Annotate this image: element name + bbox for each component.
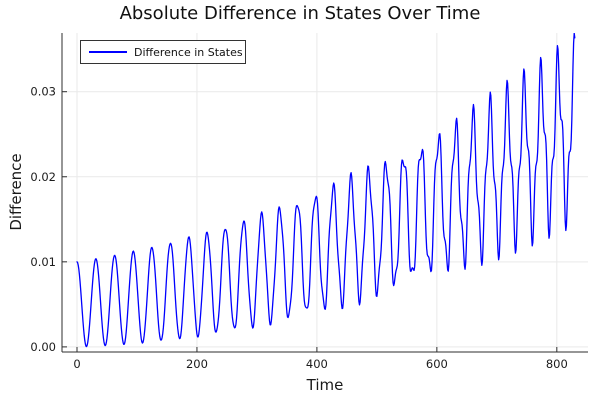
y-tick-label: 0.02 [30, 170, 56, 184]
legend-line-sample [89, 51, 127, 53]
chart-title: Absolute Difference in States Over Time [119, 3, 481, 24]
x-tick-label: 0 [73, 357, 80, 371]
gridlines [62, 33, 588, 352]
legend-label: Difference in States [134, 45, 243, 59]
y-tick-label: 0.01 [30, 255, 56, 269]
tick-labels: 0 200 400 600 800 0.00 0.01 0.02 0.03 [30, 85, 567, 371]
x-axis-label: Time [306, 376, 344, 394]
x-tick-label: 400 [306, 357, 328, 371]
y-tick-label: 0.03 [30, 85, 56, 99]
axis-spines [61, 33, 588, 353]
x-tick-label: 800 [546, 357, 568, 371]
y-tick-label: 0.00 [30, 340, 56, 354]
difference-series-line [76, 33, 576, 348]
legend: Difference in States [80, 40, 246, 64]
y-axis-label: Difference [7, 153, 25, 231]
axis-ticks [62, 91, 558, 352]
x-tick-label: 600 [426, 357, 448, 371]
x-tick-label: 200 [186, 357, 208, 371]
